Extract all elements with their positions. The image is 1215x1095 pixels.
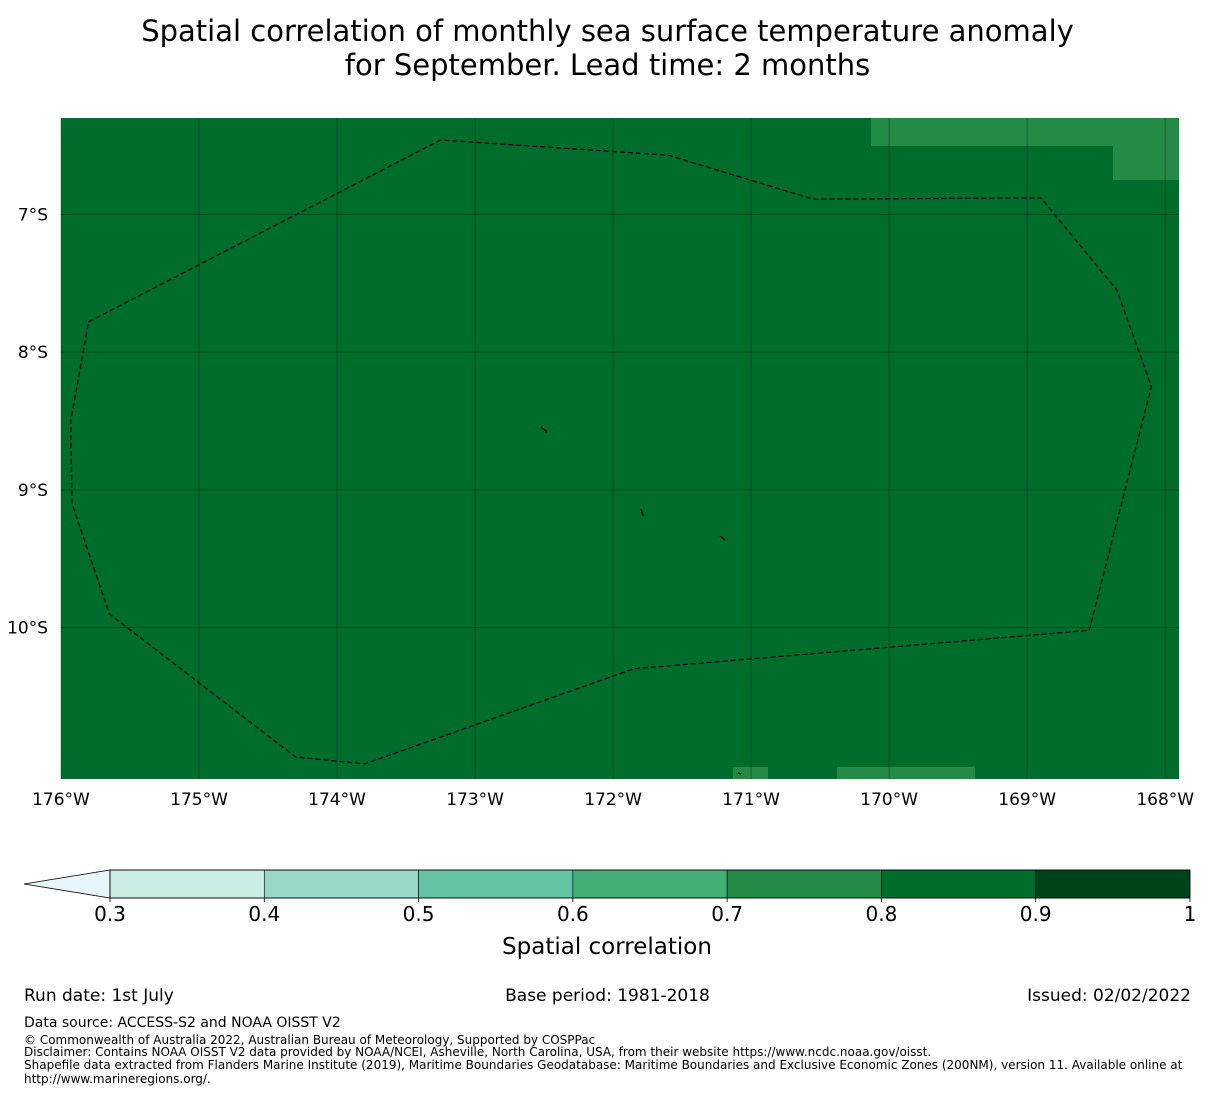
- latitude-label: 10°S: [7, 619, 48, 639]
- colorbar-segment: [418, 869, 574, 899]
- longitude-label: 168°W: [1136, 790, 1194, 810]
- longitude-label: 171°W: [722, 790, 780, 810]
- base-period: Base period: 1981-2018: [505, 986, 710, 1006]
- colorbar-extend-triangle: [23, 869, 111, 899]
- colorbar-segment: [881, 869, 1037, 899]
- issued-date: Issued: 02/02/2022: [1027, 986, 1191, 1006]
- latitude-label: 7°S: [18, 205, 48, 225]
- colorbar-tick-label: 0.9: [1020, 902, 1052, 926]
- shapefile-credit-line-2: http://www.marineregions.org/.: [24, 1072, 211, 1086]
- longitude-label: 174°W: [308, 790, 366, 810]
- colorbar-tick-label: 0.5: [403, 902, 435, 926]
- longitude-label: 175°W: [170, 790, 228, 810]
- longitude-label: 170°W: [860, 790, 918, 810]
- title-line-2: for September. Lead time: 2 months: [344, 48, 871, 82]
- colorbar-tick-label: 0.4: [248, 902, 280, 926]
- correlation-field-background: [61, 118, 1179, 779]
- gridlines: [60, 118, 1179, 779]
- eez-boundary: [70, 139, 1153, 765]
- colorbar-tick-label: 0.8: [866, 902, 898, 926]
- correlation-patches: [733, 118, 1179, 779]
- colorbar-segment: [572, 869, 728, 899]
- correlation-patch: [871, 118, 1179, 146]
- island-outline: [719, 535, 726, 541]
- colorbar-tick-label: 1: [1184, 902, 1197, 926]
- island-outline: [640, 508, 644, 517]
- map-panel: [60, 118, 1179, 779]
- colorbar-segment: [263, 869, 419, 899]
- colorbar-tick-label: 0.6: [557, 902, 589, 926]
- colorbar-segment: [1035, 869, 1191, 899]
- longitude-label: 172°W: [584, 790, 642, 810]
- colorbar: 0.3 0.4 0.5 0.6 0.7 0.8 0.9 1: [23, 869, 1197, 926]
- map-title: Spatial correlation of monthly sea surfa…: [0, 14, 1215, 82]
- colorbar-segment: [109, 869, 265, 899]
- correlation-patch: [1113, 146, 1179, 180]
- colorbar-tick-label: 0.7: [711, 902, 743, 926]
- shapefile-credit-line-1: Shapefile data extracted from Flanders M…: [24, 1058, 1183, 1072]
- colorbar-segment: [726, 869, 882, 899]
- longitude-label: 169°W: [998, 790, 1056, 810]
- longitude-label: 173°W: [446, 790, 504, 810]
- colorbar-tick-label: 0.3: [94, 902, 126, 926]
- latitude-label: 9°S: [18, 481, 48, 501]
- correlation-patch: [837, 767, 975, 779]
- disclaimer: Disclaimer: Contains NOAA OISST V2 data …: [24, 1045, 932, 1059]
- island-outline: [737, 772, 742, 775]
- copyright: © Commonwealth of Australia 2022, Austra…: [24, 1033, 596, 1047]
- latitude-labels: 7°S 8°S 9°S 10°S: [7, 205, 48, 638]
- latitude-label: 8°S: [18, 343, 48, 363]
- colorbar-label: Spatial correlation: [502, 934, 712, 960]
- run-date: Run date: 1st July: [24, 986, 174, 1006]
- islands: [540, 426, 742, 775]
- data-source: Data source: ACCESS-S2 and NOAA OISST V2: [24, 1015, 341, 1031]
- longitude-labels: 176°W 175°W 174°W 173°W 172°W 171°W 170°W 169°W…: [32, 790, 1194, 810]
- correlation-patch: [733, 767, 768, 779]
- longitude-label: 176°W: [32, 790, 90, 810]
- colorbar-frame: [109, 869, 1191, 899]
- title-line-1: Spatial correlation of monthly sea surfa…: [141, 14, 1074, 48]
- island-outline: [540, 426, 547, 433]
